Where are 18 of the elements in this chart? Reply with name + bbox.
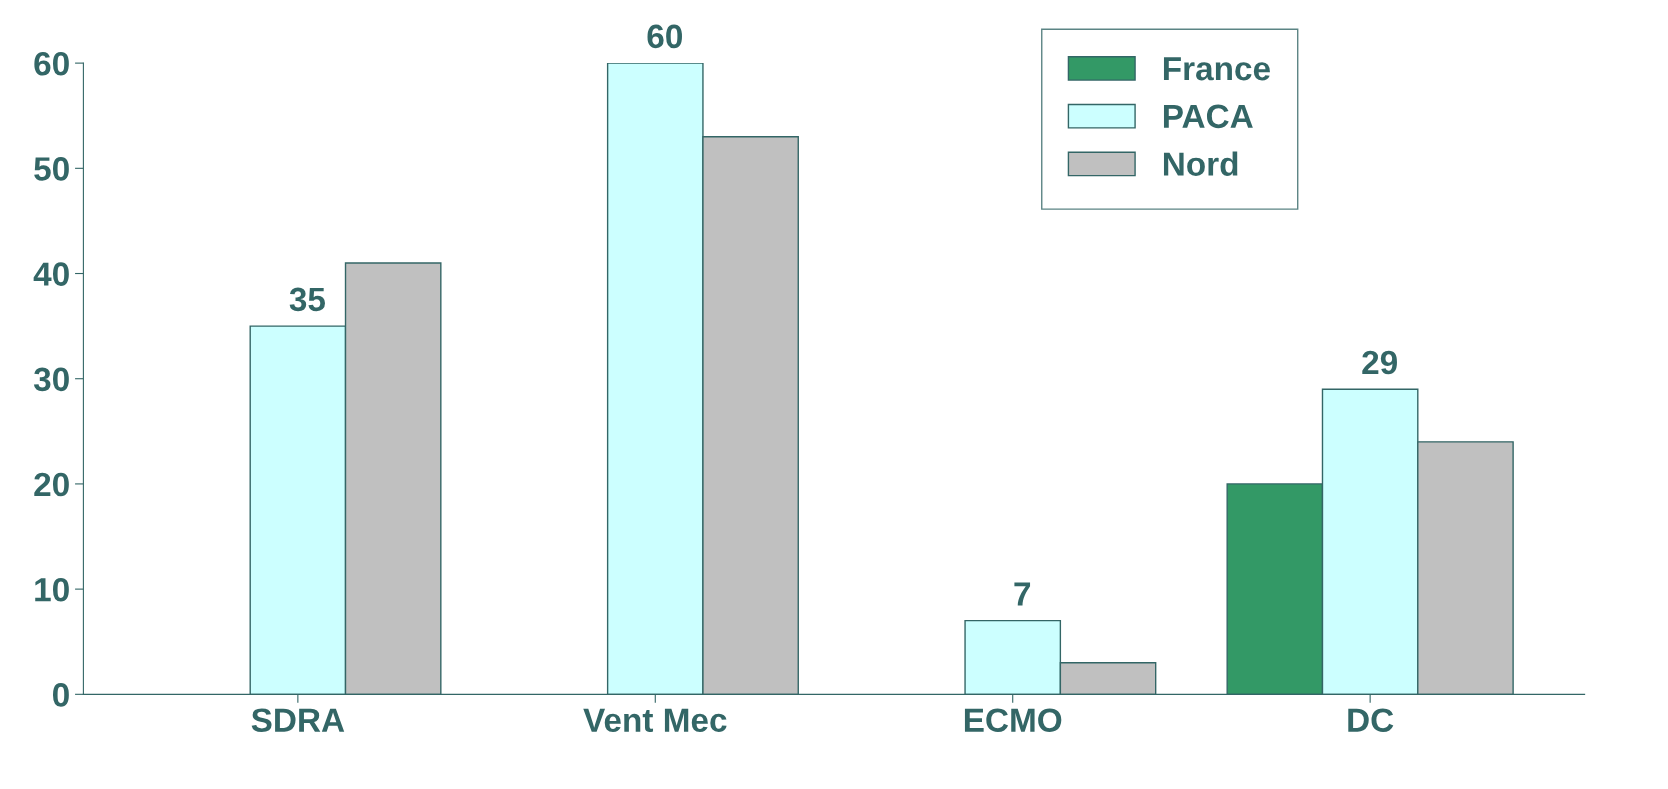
- y-tick-label: 30: [33, 367, 69, 392]
- y-tick-label: 10: [35, 577, 69, 602]
- x-tick-label: SDRA: [251, 708, 345, 732]
- data-label: 7: [1014, 582, 1031, 606]
- data-label: 35: [289, 287, 325, 312]
- y-tick-label: 60: [34, 51, 69, 76]
- data-label: 60: [647, 24, 682, 49]
- data-label: 29: [1362, 350, 1397, 375]
- legend-label: Nord: [1163, 151, 1238, 176]
- legend-label: PACA: [1163, 104, 1253, 129]
- x-tick-label: Vent Mec: [583, 708, 727, 732]
- x-tick-label: DC: [1348, 708, 1394, 732]
- y-tick-label: 50: [34, 157, 69, 181]
- x-tick-label: ECMO: [964, 708, 1062, 732]
- y-tick-label: 20: [34, 472, 69, 497]
- legend-label: France: [1163, 57, 1270, 81]
- y-tick-label: 0: [52, 683, 69, 707]
- y-tick-label: 40: [33, 262, 69, 286]
